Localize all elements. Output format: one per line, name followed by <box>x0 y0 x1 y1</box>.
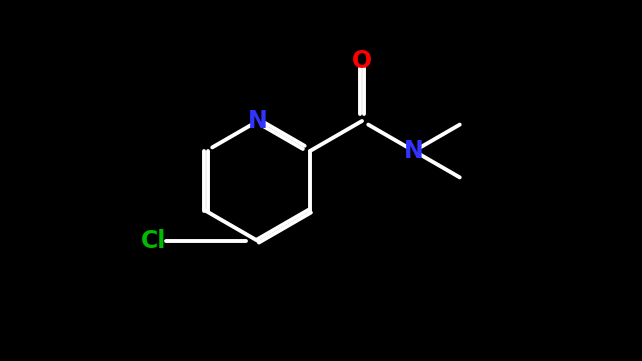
Text: N: N <box>404 139 424 163</box>
Text: N: N <box>248 109 268 133</box>
Text: Cl: Cl <box>141 229 167 253</box>
Text: O: O <box>352 49 372 73</box>
